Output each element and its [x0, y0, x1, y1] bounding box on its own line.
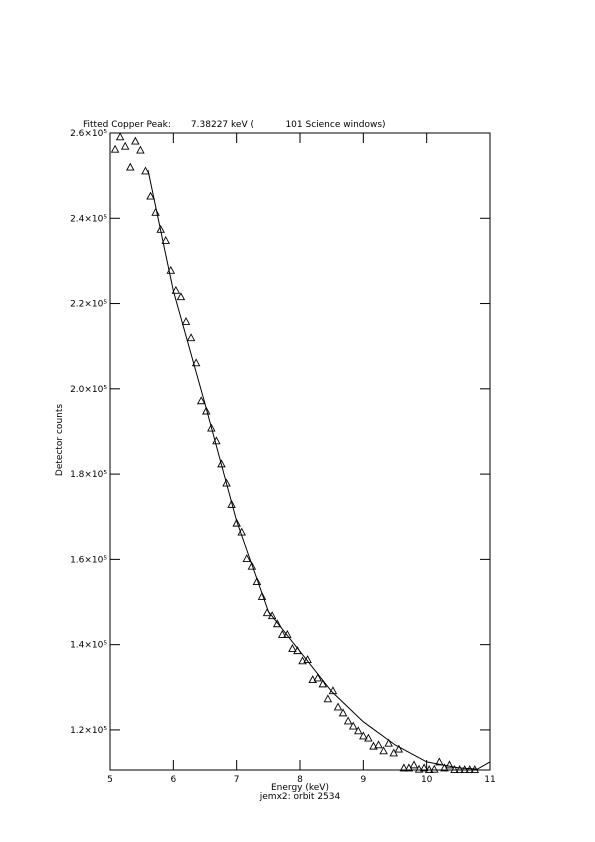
y-tick-label: 2.2×10⁵ [70, 300, 107, 310]
data-point [267, 611, 277, 620]
data-point [181, 317, 191, 325]
y-axis-label: Detector counts [55, 404, 65, 476]
data-point [120, 141, 130, 150]
plot-frame [109, 132, 491, 771]
data-point [141, 166, 150, 175]
x-axis-label: Energy (keV) [271, 783, 329, 793]
data-point [217, 459, 226, 468]
data-point [298, 656, 307, 665]
data-point [445, 760, 454, 769]
data-point [247, 561, 257, 570]
data-point [348, 721, 358, 730]
data-point [288, 644, 297, 652]
data-point [333, 702, 343, 711]
data-point [409, 760, 419, 769]
data-point [323, 694, 333, 703]
data-point [272, 619, 282, 628]
data-point [252, 577, 262, 585]
data-point [136, 145, 145, 154]
data-point [465, 765, 474, 774]
fit-line [147, 169, 491, 770]
data-point [257, 592, 267, 600]
data-point [196, 396, 206, 405]
data-point [379, 746, 388, 755]
data-point [455, 765, 464, 774]
y-tick-label: 2.6×10⁵ [70, 129, 107, 139]
data-point [191, 358, 201, 367]
data-point [151, 207, 160, 216]
y-tick-label: 1.2×10⁵ [70, 726, 107, 736]
data-point [202, 406, 211, 415]
data-point [435, 757, 444, 766]
data-point [338, 708, 348, 717]
x-tick-label: 11 [484, 775, 495, 785]
subtitle: jemx2: orbit 2534 [259, 792, 341, 802]
data-point [176, 292, 186, 301]
data-point [186, 333, 196, 342]
data-point [430, 764, 439, 773]
data-point [313, 673, 322, 682]
data-point [369, 741, 378, 750]
x-tick-label: 8 [297, 775, 303, 785]
y-tick-label: 1.8×10⁵ [70, 470, 107, 480]
data-point [115, 132, 125, 141]
data-point [242, 554, 252, 562]
data-point [343, 716, 353, 725]
y-tick-label: 2.4×10⁵ [70, 214, 107, 224]
data-point [207, 423, 216, 432]
data-point [126, 162, 135, 171]
data-point [394, 744, 404, 753]
x-tick-label: 6 [170, 775, 176, 785]
data-point [318, 679, 328, 688]
x-tick-label: 7 [234, 775, 240, 785]
data-point [110, 144, 120, 153]
data-point [131, 136, 140, 145]
data-point [384, 738, 393, 747]
data-point [308, 675, 317, 684]
data-point [460, 765, 469, 774]
data-point [374, 740, 383, 749]
y-tick-label: 2.0×10⁵ [70, 385, 107, 395]
data-point [283, 629, 292, 638]
data-point [227, 499, 236, 508]
data-point [399, 763, 409, 772]
data-point [171, 285, 181, 294]
data-point [161, 235, 170, 244]
data-point [278, 629, 287, 638]
data-point [359, 731, 368, 740]
x-tick-label: 5 [107, 775, 113, 785]
data-point [232, 518, 241, 527]
y-tick-label: 1.4×10⁵ [70, 641, 107, 651]
x-tick-label: 10 [421, 775, 433, 785]
data-point [450, 765, 459, 774]
data-point [354, 726, 363, 735]
data-point [146, 191, 155, 200]
chart-title: Fitted Copper Peak: 7.38227 keV ( 101 Sc… [83, 120, 386, 130]
data-point [222, 478, 231, 487]
data-point [414, 764, 424, 773]
data-point [419, 763, 429, 772]
y-tick-label: 1.6×10⁵ [70, 555, 107, 565]
data-point [364, 733, 373, 742]
x-tick-label: 9 [360, 775, 366, 785]
data-point [389, 748, 398, 757]
data-point [424, 765, 434, 774]
